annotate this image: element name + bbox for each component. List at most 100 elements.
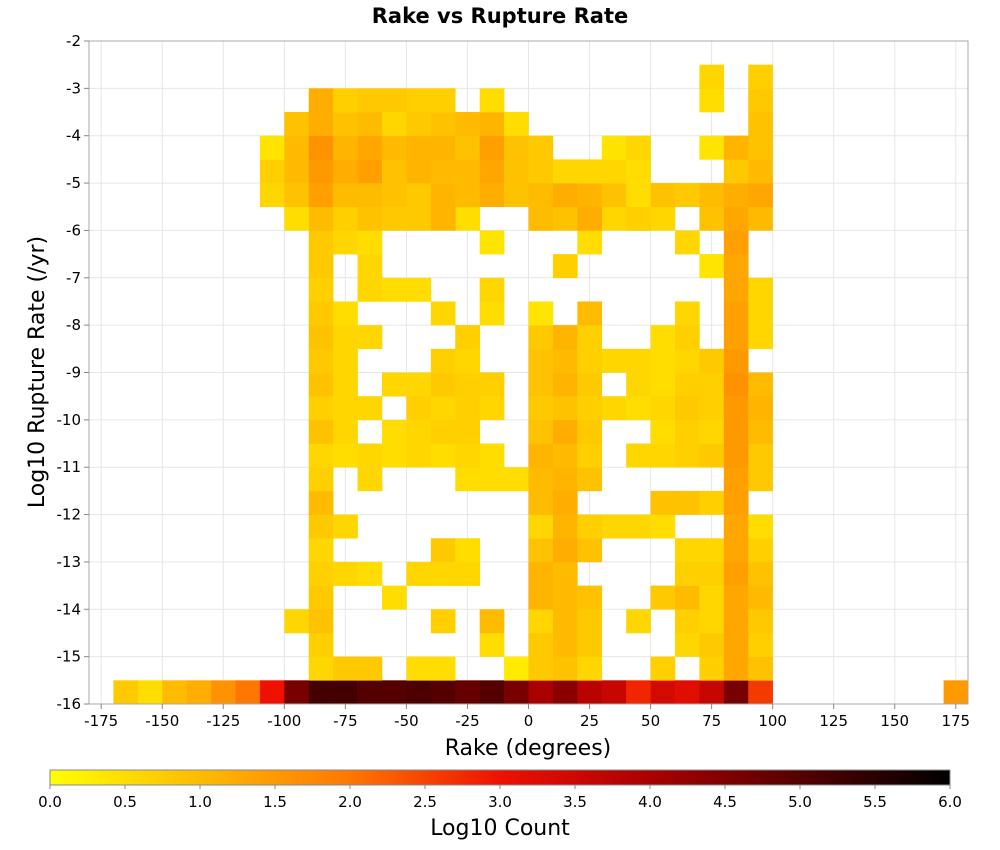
heatmap-cell — [626, 183, 651, 208]
heatmap-cell — [626, 609, 651, 634]
heatmap-cell — [333, 135, 358, 160]
heatmap-cell — [284, 135, 310, 160]
heatmap-cell — [748, 301, 773, 326]
heatmap-cell — [650, 325, 676, 350]
heatmap-cell — [406, 372, 432, 397]
heatmap-cell — [308, 609, 334, 634]
heatmap-cell — [552, 656, 578, 681]
heatmap-cell — [382, 159, 407, 184]
heatmap-cell — [748, 656, 773, 681]
heatmap-cell — [430, 112, 456, 137]
heatmap-cell — [577, 680, 603, 705]
y-tick-label: -11 — [57, 458, 82, 476]
heatmap-cell — [577, 419, 603, 444]
heatmap-cell — [601, 206, 627, 231]
heatmap-cell — [577, 609, 603, 634]
heatmap-cell — [186, 680, 212, 705]
heatmap-cell — [723, 230, 749, 255]
heatmap-cell — [479, 88, 505, 113]
heatmap-cell — [308, 514, 334, 539]
y-axis: -2 -3 -4 -5 -6 -7 -8 -9 -10 -11 -12 -13 -14 -15 -16 — [57, 32, 89, 713]
heatmap-cell — [699, 183, 725, 208]
colorbar-tick-label: 1.5 — [263, 793, 287, 811]
colorbar-tick-label: 0.0 — [38, 793, 62, 811]
heatmap-cell — [333, 159, 358, 184]
heatmap-cell — [406, 112, 432, 137]
heatmap-cell — [333, 396, 358, 421]
y-axis-label: Log10 Rupture Rate (/yr) — [25, 236, 50, 508]
heatmap-cell — [504, 159, 529, 184]
heatmap-cell — [650, 680, 676, 705]
heatmap-cell — [748, 277, 773, 302]
colorbar-tick-label: 2.0 — [338, 793, 362, 811]
heatmap-cell — [552, 419, 578, 444]
heatmap-cell — [455, 419, 480, 444]
heatmap-cell — [748, 680, 773, 705]
heatmap-cell — [748, 443, 773, 468]
heatmap-cell — [430, 159, 456, 184]
heatmap-cell — [626, 443, 651, 468]
heatmap-cell — [650, 490, 676, 515]
colorbar-ticks: 0.0 0.5 1.0 1.5 2.0 2.5 3.0 3.5 4.0 4.5 5.0 5.5 6.0 — [38, 785, 962, 811]
heatmap-cell — [699, 538, 725, 563]
heatmap-cells — [113, 64, 969, 705]
heatmap-cell — [308, 419, 334, 444]
colorbar-tick-label: 3.0 — [488, 793, 512, 811]
heatmap-cell — [699, 443, 725, 468]
heatmap-cell — [699, 135, 725, 160]
heatmap-cell — [406, 561, 432, 586]
heatmap-cell — [552, 183, 578, 208]
heatmap-cell — [577, 348, 603, 373]
heatmap-cell — [748, 372, 773, 397]
heatmap-cell — [626, 348, 651, 373]
heatmap-cell — [308, 254, 334, 279]
heatmap-cell — [308, 230, 334, 255]
heatmap-cell — [675, 301, 700, 326]
heatmap-cell — [699, 680, 725, 705]
heatmap-cell — [699, 656, 725, 681]
y-tick-label: -2 — [66, 32, 81, 50]
heatmap-cell — [308, 348, 334, 373]
heatmap-cell — [357, 230, 383, 255]
heatmap-cell — [748, 64, 773, 89]
heatmap-cell — [504, 135, 529, 160]
heatmap-cell — [284, 206, 310, 231]
heatmap-cell — [650, 514, 676, 539]
heatmap-cell — [699, 64, 725, 89]
heatmap-cell — [357, 561, 383, 586]
x-tick-label: 0 — [524, 712, 534, 730]
heatmap-cell — [479, 159, 505, 184]
heatmap-cell — [406, 656, 432, 681]
heatmap-cell — [675, 419, 700, 444]
heatmap-cell — [430, 656, 456, 681]
heatmap-cell — [577, 396, 603, 421]
y-tick-label: -3 — [66, 79, 81, 97]
heatmap-cell — [748, 538, 773, 563]
heatmap-cell — [479, 277, 505, 302]
heatmap-cell — [650, 585, 676, 610]
heatmap-cell — [552, 609, 578, 634]
heatmap-cell — [626, 159, 651, 184]
heatmap-cell — [675, 609, 700, 634]
heatmap-cell — [528, 135, 554, 160]
heatmap-cell — [430, 561, 456, 586]
heatmap-cell — [723, 585, 749, 610]
heatmap-cell — [577, 230, 603, 255]
heatmap-cell — [357, 112, 383, 137]
heatmap-cell — [650, 372, 676, 397]
heatmap-cell — [626, 514, 651, 539]
heatmap-cell — [406, 135, 432, 160]
heatmap-cell — [357, 88, 383, 113]
heatmap-cell — [699, 206, 725, 231]
heatmap-cell — [406, 396, 432, 421]
heatmap-cell — [675, 538, 700, 563]
heatmap-cell — [406, 277, 432, 302]
heatmap-cell — [675, 632, 700, 657]
heatmap-cell — [675, 443, 700, 468]
heatmap-cell — [333, 443, 358, 468]
y-tick-label: -16 — [57, 695, 82, 713]
heatmap-cell — [455, 135, 480, 160]
heatmap-cell — [333, 325, 358, 350]
heatmap-cell — [748, 183, 773, 208]
heatmap-cell — [748, 88, 773, 113]
